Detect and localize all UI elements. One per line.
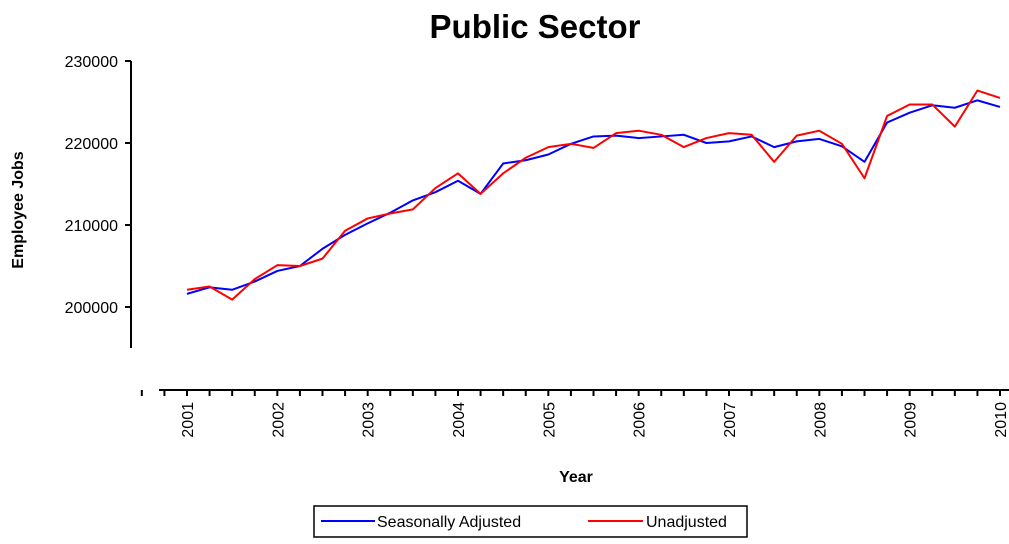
y-axis-ticks: 200000 210000 220000 230000 <box>65 54 131 317</box>
x-tick-label: 2004 <box>451 402 468 438</box>
y-tick-label: 220000 <box>65 136 118 153</box>
x-tick-label: 2008 <box>812 402 829 438</box>
y-tick-label: 210000 <box>65 218 118 235</box>
x-tick-label: 2009 <box>903 402 920 438</box>
legend-box <box>313 505 748 538</box>
legend-label-seasonally-adjusted: Seasonally Adjusted <box>377 514 521 531</box>
x-tick-label: 2003 <box>361 402 378 438</box>
x-tick-label: 2010 <box>993 402 1009 438</box>
x-tick-label: 2002 <box>270 402 287 438</box>
y-axis-title: Employee Jobs <box>10 151 27 268</box>
series-line-seasonally-adjusted <box>186 99 1001 295</box>
chart-title: Public Sector <box>430 8 641 45</box>
series-lines <box>186 89 1001 301</box>
y-tick-label: 200000 <box>65 300 118 317</box>
legend: Seasonally Adjusted Unadjusted <box>313 505 748 538</box>
x-tick-label: 2005 <box>541 402 558 438</box>
series-line-unadjusted <box>186 89 1001 301</box>
x-tick-label: 2001 <box>180 402 197 438</box>
x-axis-title: Year <box>559 469 593 486</box>
x-tick-label: 2006 <box>632 402 649 438</box>
x-axis-ticks: 2001 2002 2003 2004 2005 2006 2007 2008 2009 2010 <box>140 390 1009 438</box>
legend-label-unadjusted: Unadjusted <box>646 514 727 531</box>
x-tick-label: 2007 <box>722 402 739 438</box>
y-tick-label: 230000 <box>65 54 118 71</box>
